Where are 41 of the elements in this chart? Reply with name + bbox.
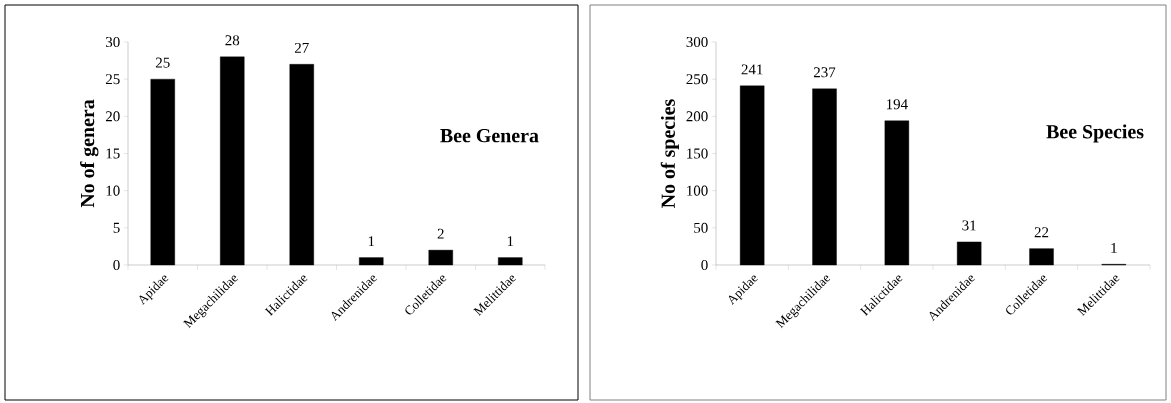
data-label: 28 <box>225 35 240 46</box>
y-tick-label: 10 <box>106 185 120 196</box>
bar <box>956 241 982 266</box>
y-tick-label: 250 <box>686 74 708 85</box>
bar <box>220 56 245 266</box>
data-label: 1 <box>1111 242 1117 253</box>
y-tick-label: 30 <box>106 36 120 48</box>
y-tick-label: 150 <box>687 148 708 159</box>
text: Bee Species <box>1046 124 1144 143</box>
data-label: 241 <box>741 64 763 75</box>
y-tick-label: 200 <box>686 111 708 122</box>
data-label: 237 <box>813 67 836 78</box>
data-label: 27 <box>294 42 309 53</box>
y-axis-title: No of genera <box>80 99 99 208</box>
bar <box>498 257 523 266</box>
data-label: 1 <box>368 236 375 247</box>
bar <box>812 88 837 266</box>
data-label: 25 <box>155 57 170 68</box>
bar <box>428 249 453 266</box>
bar <box>1029 248 1054 266</box>
data-label: 1 <box>507 236 514 247</box>
data-label: 22 <box>1034 227 1049 238</box>
bar <box>150 78 175 266</box>
data-label: 31 <box>962 220 976 231</box>
data-label: 2 <box>437 228 444 239</box>
y-axis-title: No of species <box>660 99 679 208</box>
y-tick-label: 5 <box>113 222 120 233</box>
y-tick-label: 20 <box>105 111 120 122</box>
y-tick-label: 0 <box>113 259 120 271</box>
y-tick-label: 25 <box>105 74 120 85</box>
bar <box>739 85 765 266</box>
y-tick-label: 100 <box>687 185 708 196</box>
y-tick-label: 0 <box>701 259 708 271</box>
y-tick-label: 15 <box>106 148 120 159</box>
y-tick-label: 50 <box>694 222 708 233</box>
bar <box>359 257 384 266</box>
y-tick-label: 300 <box>686 36 708 48</box>
bar <box>289 64 314 266</box>
data-label: 194 <box>886 99 908 110</box>
bar <box>884 120 910 266</box>
text: Bee Genera <box>440 128 539 143</box>
